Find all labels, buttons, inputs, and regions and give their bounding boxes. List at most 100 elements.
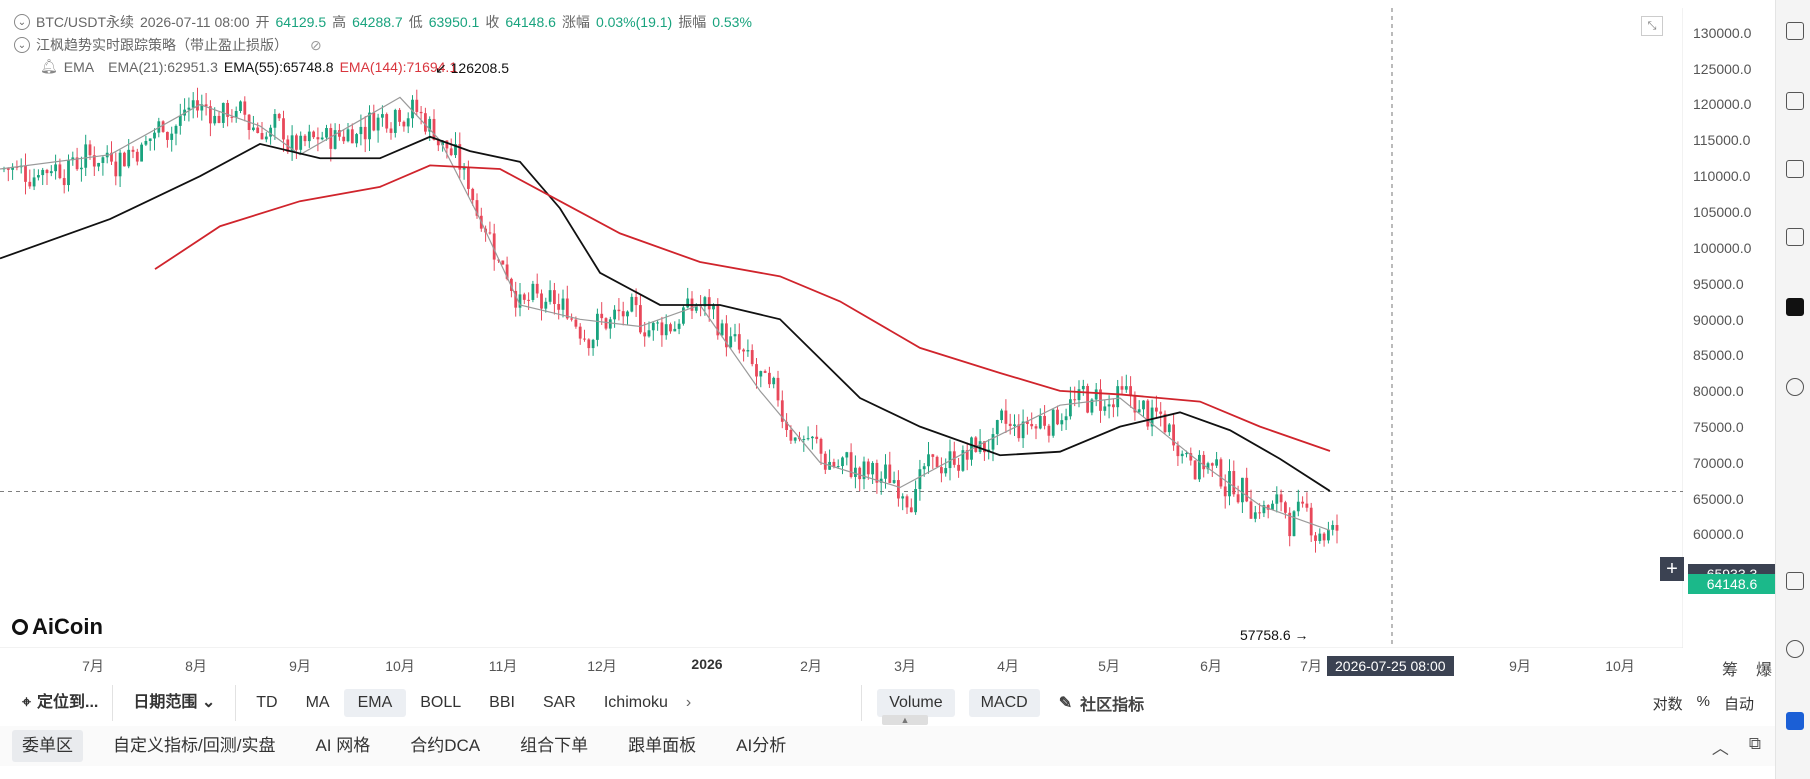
divider bbox=[235, 685, 237, 721]
candle-body bbox=[510, 278, 513, 291]
candle-body bbox=[299, 135, 303, 150]
candle-body bbox=[140, 144, 143, 162]
candle-body bbox=[58, 164, 62, 179]
percent-scale-button[interactable]: % bbox=[1696, 692, 1710, 710]
indicator-sar-button[interactable]: SAR bbox=[542, 694, 576, 711]
auto-scale-button[interactable]: 自动 bbox=[1723, 695, 1754, 713]
candle-body bbox=[1069, 399, 1072, 417]
divider bbox=[861, 685, 863, 721]
bell-icon[interactable]: 🔔︎ bbox=[40, 58, 58, 74]
candle-body bbox=[1008, 423, 1012, 426]
chips-toggle[interactable]: 筹 bbox=[1722, 662, 1739, 679]
ema-label[interactable]: EMA bbox=[63, 58, 95, 75]
high-label: 高 bbox=[332, 14, 347, 30]
add-alert-icon[interactable]: + bbox=[1660, 557, 1684, 581]
strategy-toggle-icon[interactable]: ⌄ bbox=[14, 37, 30, 53]
candle-body bbox=[325, 128, 328, 138]
candle-body bbox=[1275, 494, 1279, 504]
change-value: 0.03%(19.1) bbox=[595, 14, 673, 30]
candle-body bbox=[368, 112, 371, 140]
candle-body bbox=[213, 115, 217, 124]
candle-body bbox=[879, 478, 883, 483]
y-tick: 120000.0 bbox=[1693, 96, 1752, 112]
chevron-up-icon[interactable]: ︿ bbox=[1711, 738, 1729, 758]
ema55-value: EMA(55):65748.8 bbox=[223, 58, 334, 75]
bottom-tab-5[interactable]: 跟单面板 bbox=[628, 736, 697, 755]
etf-icon[interactable] bbox=[1786, 228, 1804, 246]
candle-body bbox=[1322, 533, 1326, 541]
candle-body bbox=[866, 461, 870, 475]
candle-body bbox=[178, 115, 182, 126]
candle-body bbox=[1056, 409, 1059, 425]
candle-body bbox=[1223, 486, 1227, 497]
y-tick: 75000.0 bbox=[1693, 419, 1744, 435]
bottom-tab-4[interactable]: 组合下单 bbox=[520, 736, 589, 755]
candle-body bbox=[1094, 389, 1098, 400]
sub-indicator-macd-button[interactable]: MACD bbox=[968, 689, 1040, 717]
robot-icon[interactable] bbox=[1786, 298, 1804, 316]
low-label: 低 bbox=[408, 14, 423, 30]
panel-controls: ︿ ⧉ bbox=[1712, 734, 1775, 759]
candle-body bbox=[458, 144, 462, 170]
bottom-panel-tabs: 委单区 自定义指标/回测/实盘 AI 网格 合约DCA 组合下单 跟单面板 AI分析 ︿ ⧉ bbox=[0, 726, 1775, 766]
candle-body bbox=[1266, 505, 1270, 510]
expand-panel-icon[interactable]: ⧉ bbox=[1748, 733, 1761, 753]
candle-body bbox=[1219, 459, 1223, 487]
chevron-right-icon[interactable]: › bbox=[685, 694, 692, 711]
liquidation-toggle[interactable]: 爆 bbox=[1756, 662, 1773, 679]
candle-body bbox=[28, 181, 32, 187]
settings-icon[interactable] bbox=[1786, 22, 1804, 40]
bottom-tab-2[interactable]: AI 网格 bbox=[315, 736, 371, 755]
candle-body bbox=[148, 138, 152, 141]
candle-body bbox=[712, 305, 715, 310]
y-tick: 115000.0 bbox=[1693, 132, 1751, 148]
search-icon[interactable] bbox=[1786, 640, 1804, 658]
candle-body bbox=[639, 305, 642, 333]
candle-body bbox=[1202, 454, 1206, 470]
community-indicators-button[interactable]: ✎ 社区指标 bbox=[1059, 691, 1144, 715]
table-icon[interactable] bbox=[1786, 160, 1804, 178]
date-range-dropdown[interactable]: 日期范围 ⌄ bbox=[119, 689, 229, 717]
indicator-boll-button[interactable]: BOLL bbox=[420, 694, 462, 711]
coin-icon[interactable] bbox=[1786, 378, 1804, 396]
candle-body bbox=[269, 127, 272, 137]
panel-icon[interactable] bbox=[1786, 572, 1804, 590]
locate-button[interactable]: ⌖ 定位到... bbox=[8, 689, 112, 717]
indicator-td-button[interactable]: TD bbox=[256, 694, 278, 711]
candle-body bbox=[1137, 409, 1141, 413]
chart-area[interactable]: ⌄ BTC/USDT永续 2026-07-11 08:00 开 64129.5 高… bbox=[0, 8, 1683, 648]
bar-chart-icon[interactable] bbox=[1786, 92, 1804, 110]
candle-body bbox=[1133, 395, 1137, 413]
candle-body bbox=[651, 322, 655, 331]
bottom-tab-1[interactable]: 自定义指标/回测/实盘 bbox=[113, 736, 276, 755]
candle-body bbox=[1198, 454, 1201, 480]
bottom-tab-0[interactable]: 委单区 bbox=[12, 730, 83, 762]
y-tick: 105000.0 bbox=[1693, 204, 1752, 220]
price-plot[interactable] bbox=[0, 8, 1683, 648]
candle-body bbox=[191, 100, 195, 108]
strategy-name[interactable]: 江枫趋势实时跟踪策略（带止盈止损版） bbox=[36, 37, 288, 53]
eye-slash-icon[interactable]: ⊘ bbox=[310, 36, 322, 53]
candle-body bbox=[320, 137, 324, 140]
candle-body bbox=[1120, 386, 1124, 390]
candle-body bbox=[832, 461, 836, 467]
bottom-tab-6[interactable]: AI分析 bbox=[736, 736, 787, 755]
indicator-ma-button[interactable]: MA bbox=[305, 694, 330, 711]
candle-body bbox=[505, 264, 509, 279]
fullscreen-icon[interactable]: ⤡ bbox=[1641, 16, 1663, 36]
indicator-ema-button[interactable]: EMA bbox=[343, 689, 407, 717]
y-tick: 90000.0 bbox=[1693, 312, 1744, 328]
candle-body bbox=[92, 155, 96, 167]
indicator-bbi-button[interactable]: BBI bbox=[489, 694, 515, 711]
collapse-toggle-icon[interactable]: ⌄ bbox=[14, 14, 30, 30]
bottom-tab-3[interactable]: 合约DCA bbox=[410, 736, 481, 755]
candle-body bbox=[234, 110, 238, 118]
candle-body bbox=[862, 461, 866, 480]
sub-indicator-volume-button[interactable]: Volume bbox=[877, 689, 955, 717]
candle-body bbox=[393, 109, 397, 133]
panel-drag-handle[interactable]: ▲ bbox=[882, 715, 928, 725]
assistant-icon[interactable] bbox=[1786, 712, 1804, 730]
log-scale-button[interactable]: 对数 bbox=[1652, 695, 1683, 713]
indicator-ichimoku-button[interactable]: Ichimoku bbox=[603, 694, 668, 711]
candle-body bbox=[1210, 463, 1214, 466]
